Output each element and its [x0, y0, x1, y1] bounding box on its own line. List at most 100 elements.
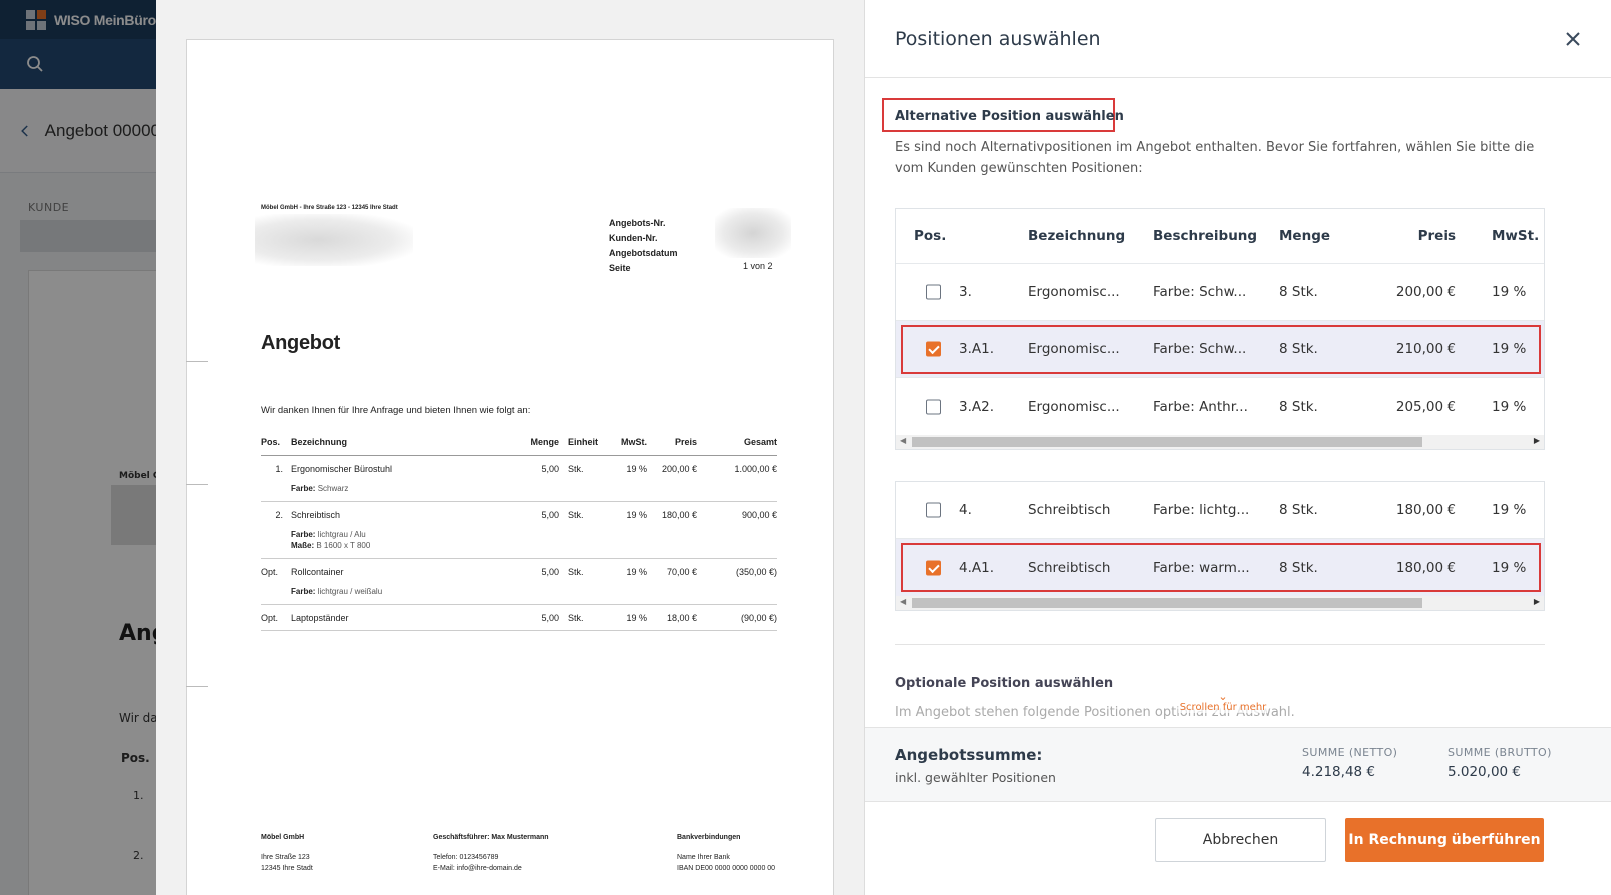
row-preis: 180,00 € [1395, 559, 1456, 576]
highlight-box [882, 98, 1115, 132]
chevron-down-icon: ⌄ [1218, 690, 1228, 703]
footer-line: Name Ihrer Bank [677, 854, 730, 861]
row-name: Laptopständer [291, 604, 511, 631]
row-bezeichnung: Schreibtisch [1028, 559, 1111, 576]
detail-label: Farbe: [291, 484, 316, 493]
row-checkbox-checked[interactable] [926, 341, 941, 357]
scroll-right-icon[interactable]: ▶ [1533, 597, 1540, 606]
alternative-table-2: 4. Schreibtisch Farbe: lichtg... 8 Stk. … [895, 481, 1545, 611]
footer-col-bank: Bankverbindungen Name Ihrer Bank IBAN DE… [677, 832, 775, 874]
highlight-box [901, 543, 1541, 592]
panel-body: Alternative Position auswählen Es sind n… [865, 79, 1611, 727]
row-detail: Farbe: lichtgrau / weißalu [291, 586, 511, 597]
summary-title: Angebotssumme: [895, 746, 1043, 764]
meta-label: Seite [609, 263, 631, 273]
summary-netto: SUMME (NETTO) 4.218,48 € [1302, 746, 1397, 780]
modal-overlay[interactable] [0, 0, 160, 895]
row-checkbox[interactable] [926, 284, 941, 300]
app-document-card: Möbel Gr Ang Wir dan Pos. 1. 2. [28, 270, 160, 895]
meta-label: Kunden-Nr. [609, 233, 658, 243]
meta-page-value: 1 von 2 [743, 261, 773, 271]
document-page: Möbel GmbH - Ihre Straße 123 - 12345 Ihr… [186, 39, 834, 895]
kunde-label: KUNDE [28, 201, 70, 214]
scroll-left-icon[interactable]: ◀ [900, 436, 907, 445]
col-pos: Pos. [261, 433, 291, 456]
footer-col-contact: Geschäftsführer: Max Mustermann Telefon:… [433, 832, 549, 874]
row-pos: Opt. [261, 604, 291, 631]
row-pos: 3.A2. [959, 398, 994, 415]
sender-line: Möbel GmbH - Ihre Straße 123 - 12345 Ihr… [261, 205, 398, 211]
horizontal-scrollbar[interactable]: ◀ ▶ [896, 435, 1544, 449]
kunde-input[interactable] [20, 220, 160, 252]
row-beschreibung: Farbe: Schw... [1153, 284, 1247, 300]
row-mwst: 19 % [609, 455, 647, 502]
col-einheit: Einheit [559, 433, 609, 456]
scroll-right-icon[interactable]: ▶ [1533, 436, 1540, 445]
table-row[interactable]: 3.A2. Ergonomisc... Farbe: Anthr... 8 St… [896, 378, 1544, 435]
row-pos: 4.A1. [959, 559, 994, 576]
scrollbar-thumb[interactable] [912, 437, 1422, 447]
row-beschreibung: Farbe: warm... [1153, 559, 1250, 576]
detail-label: Maße: [291, 541, 315, 550]
detail-value: lichtgrau / Alu [317, 530, 366, 539]
row-name-cell: Ergonomischer Bürostuhl Farbe: Schwarz [291, 455, 511, 502]
cancel-button[interactable]: Abbrechen [1155, 818, 1326, 862]
scroll-more-hint[interactable]: ⌄ Scrollen für mehr [1178, 691, 1268, 713]
search-icon[interactable] [26, 55, 44, 73]
row-name: Schreibtisch [291, 510, 341, 520]
app-brand: WISO MeinBüro [54, 11, 156, 28]
table-header-row: Pos. Bezeichnung Menge Einheit MwSt. Pre… [261, 433, 777, 456]
checkbox-cell [926, 341, 941, 357]
background-app: WISO MeinBüro Angebot 00000 KUNDE Möbel … [0, 0, 160, 895]
fold-mark [186, 484, 208, 485]
table-row[interactable]: 3. Ergonomisc... Farbe: Schw... 8 Stk. 2… [896, 264, 1544, 321]
row-menge: 5,00 [511, 501, 559, 559]
scroll-left-icon[interactable]: ◀ [900, 597, 907, 606]
chevron-left-icon[interactable] [20, 122, 29, 140]
row-beschreibung: Farbe: lichtg... [1153, 502, 1250, 518]
panel-footer: Abbrechen In Rechnung überführen [865, 801, 1611, 895]
row-preis: 180,00 € [647, 501, 697, 559]
col-gesamt: Gesamt [697, 433, 777, 456]
row-preis: 180,00 € [1395, 502, 1456, 518]
row-einheit: Stk. [559, 558, 609, 605]
summary-brutto: SUMME (BRUTTO) 5.020,00 € [1448, 746, 1552, 780]
row-preis: 200,00 € [647, 455, 697, 502]
header-beschreibung: Beschreibung [1153, 228, 1258, 244]
detail-label: Farbe: [291, 530, 316, 539]
row-checkbox[interactable] [926, 399, 941, 414]
row-mwst: 19 % [1492, 398, 1527, 415]
meta-values-blurred [715, 208, 791, 258]
row-checkbox[interactable] [926, 502, 941, 518]
card-pos: Pos. [121, 751, 150, 765]
fold-mark [186, 361, 208, 362]
footer-line: Telefon: 0123456789 [433, 854, 499, 861]
header-menge: Menge [1279, 228, 1331, 244]
document-intro: Wir danken Ihnen für Ihre Anfrage und bi… [261, 405, 531, 416]
row-mwst: 19 % [1492, 341, 1527, 357]
table-row-selected[interactable]: 3.A1. Ergonomisc... Farbe: Schw... 8 Stk… [896, 321, 1544, 378]
fold-mark [186, 686, 208, 687]
row-mwst: 19 % [1492, 284, 1527, 300]
horizontal-scrollbar[interactable]: ◀ ▶ [896, 596, 1544, 610]
summary-netto-label: SUMME (NETTO) [1302, 746, 1398, 759]
table-row: Opt. Rollcontainer Farbe: lichtgrau / we… [261, 558, 777, 605]
row-menge: 5,00 [511, 455, 559, 502]
convert-to-invoice-button[interactable]: In Rechnung überführen [1345, 818, 1544, 862]
table-row[interactable]: 4. Schreibtisch Farbe: lichtg... 8 Stk. … [896, 482, 1544, 539]
close-icon[interactable] [1565, 31, 1581, 47]
row-mwst: 19 % [1492, 559, 1527, 576]
row-einheit: Stk. [559, 455, 609, 502]
scrollbar-thumb[interactable] [912, 598, 1422, 608]
summary-brutto-label: SUMME (BRUTTO) [1448, 746, 1552, 759]
row-name-cell: Schreibtisch Farbe: lichtgrau / Alu Maße… [291, 501, 511, 559]
footer-line: 12345 Ihre Stadt [261, 865, 313, 872]
table-row-selected[interactable]: 4.A1. Schreibtisch Farbe: warm... 8 Stk.… [896, 539, 1544, 596]
row-menge: 8 Stk. [1279, 341, 1318, 357]
row-mwst: 19 % [609, 558, 647, 605]
document-title: Angebot [261, 332, 340, 354]
row-checkbox-checked[interactable] [926, 560, 941, 575]
table-row: Opt. Laptopständer 5,00 Stk. 19 % 18,00 … [261, 604, 777, 631]
row-beschreibung: Farbe: Anthr... [1153, 398, 1248, 415]
card-heading: Ang [119, 621, 160, 646]
